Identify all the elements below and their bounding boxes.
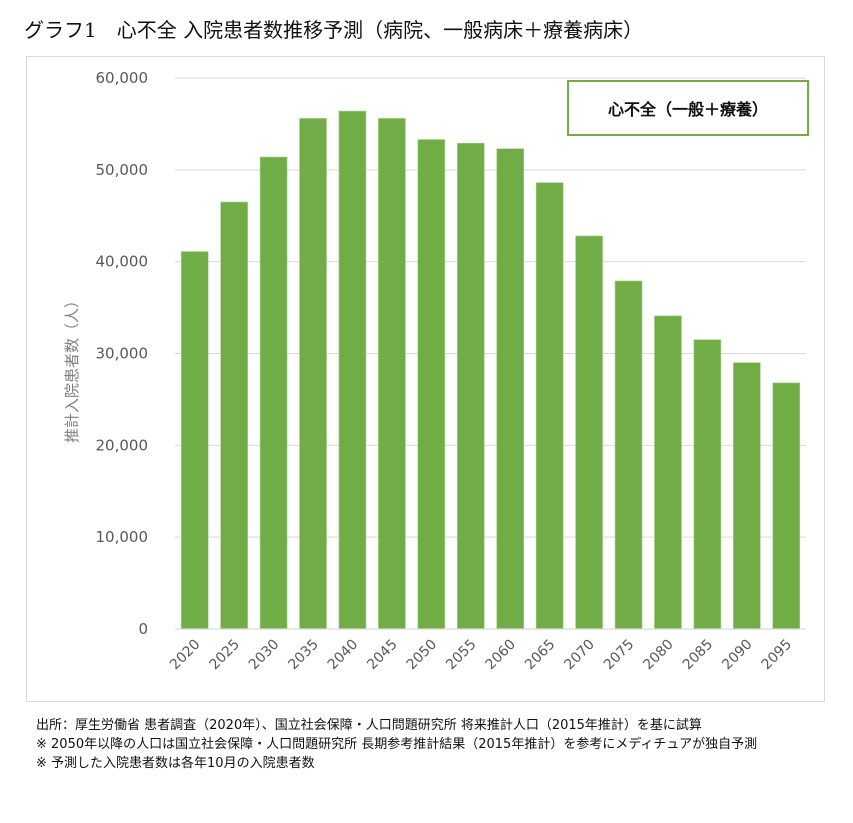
- bar-2025: [220, 201, 248, 630]
- x-tick-label: 2055: [443, 637, 480, 674]
- x-tick-label: 2040: [325, 637, 362, 674]
- bar-2045: [378, 118, 406, 630]
- y-tick-label: 60,000: [96, 69, 149, 87]
- bar-2085: [693, 339, 722, 630]
- bars: [175, 110, 806, 630]
- note-source: 出所：厚生労働省 患者調査（2020年）、国立社会保障・人口問題研究所 将来推計…: [36, 718, 702, 733]
- bar-2035: [299, 118, 327, 630]
- y-tick-label: 40,000: [96, 253, 149, 271]
- x-tick-label: 2035: [285, 637, 322, 674]
- bar-2050: [417, 139, 446, 630]
- bar-2070: [575, 235, 603, 630]
- y-tick-label: 20,000: [96, 436, 149, 454]
- source-notes: 出所：厚生労働省 患者調査（2020年）、国立社会保障・人口問題研究所 将来推計…: [36, 716, 826, 773]
- x-tick-label: 2085: [680, 637, 717, 674]
- chart-title: グラフ1 心不全 入院患者数推移予測（病院、一般病床＋療養病床）: [24, 18, 644, 42]
- bar-2075: [614, 280, 643, 630]
- y-tick-label: 50,000: [96, 161, 149, 179]
- bar-2030: [259, 156, 288, 630]
- x-tick-label: 2075: [601, 637, 638, 674]
- y-axis-label: 推計入院患者数（人）: [63, 293, 81, 443]
- x-tick-label: 2065: [522, 637, 559, 674]
- bar-2060: [496, 148, 525, 630]
- x-tick-label: 2050: [404, 637, 441, 674]
- y-tick-label: 10,000: [96, 528, 149, 546]
- bar-2055: [456, 142, 485, 630]
- x-axis-ticks: 2020 2025 2030 2035 2040 2045 2050 2055 2060 2065…: [167, 637, 795, 674]
- x-tick-label: 2095: [759, 637, 796, 674]
- note-month: ※ 予測した入院患者数は各年10月の入院患者数: [36, 756, 315, 771]
- y-axis-ticks: 0 10,000 20,000 30,000 40,000 50,000 60,000: [96, 69, 149, 638]
- x-tick-label: 2080: [640, 637, 677, 674]
- legend-entry: 心不全（一般＋療養）: [607, 100, 768, 119]
- x-tick-label: 2070: [561, 637, 598, 674]
- bar-2040: [338, 110, 367, 630]
- x-tick-label: 2045: [364, 637, 401, 674]
- bar-2020: [180, 251, 209, 630]
- x-tick-label: 2030: [246, 637, 283, 674]
- bar-2080: [654, 315, 682, 630]
- y-tick-label: 30,000: [96, 345, 149, 363]
- bar-2095: [772, 382, 801, 630]
- bar-2090: [733, 362, 761, 630]
- x-tick-label: 2060: [483, 637, 520, 674]
- y-tick-label: 0: [138, 620, 148, 638]
- x-tick-label: 2025: [206, 637, 243, 674]
- x-tick-label: 2090: [719, 637, 756, 674]
- x-tick-label: 2020: [167, 637, 204, 674]
- bar-2065: [535, 182, 564, 630]
- note-population: ※ 2050年以降の人口は国立社会保障・人口問題研究所 長期参考推計結果（201…: [36, 737, 758, 752]
- legend: 心不全（一般＋療養）: [567, 80, 809, 136]
